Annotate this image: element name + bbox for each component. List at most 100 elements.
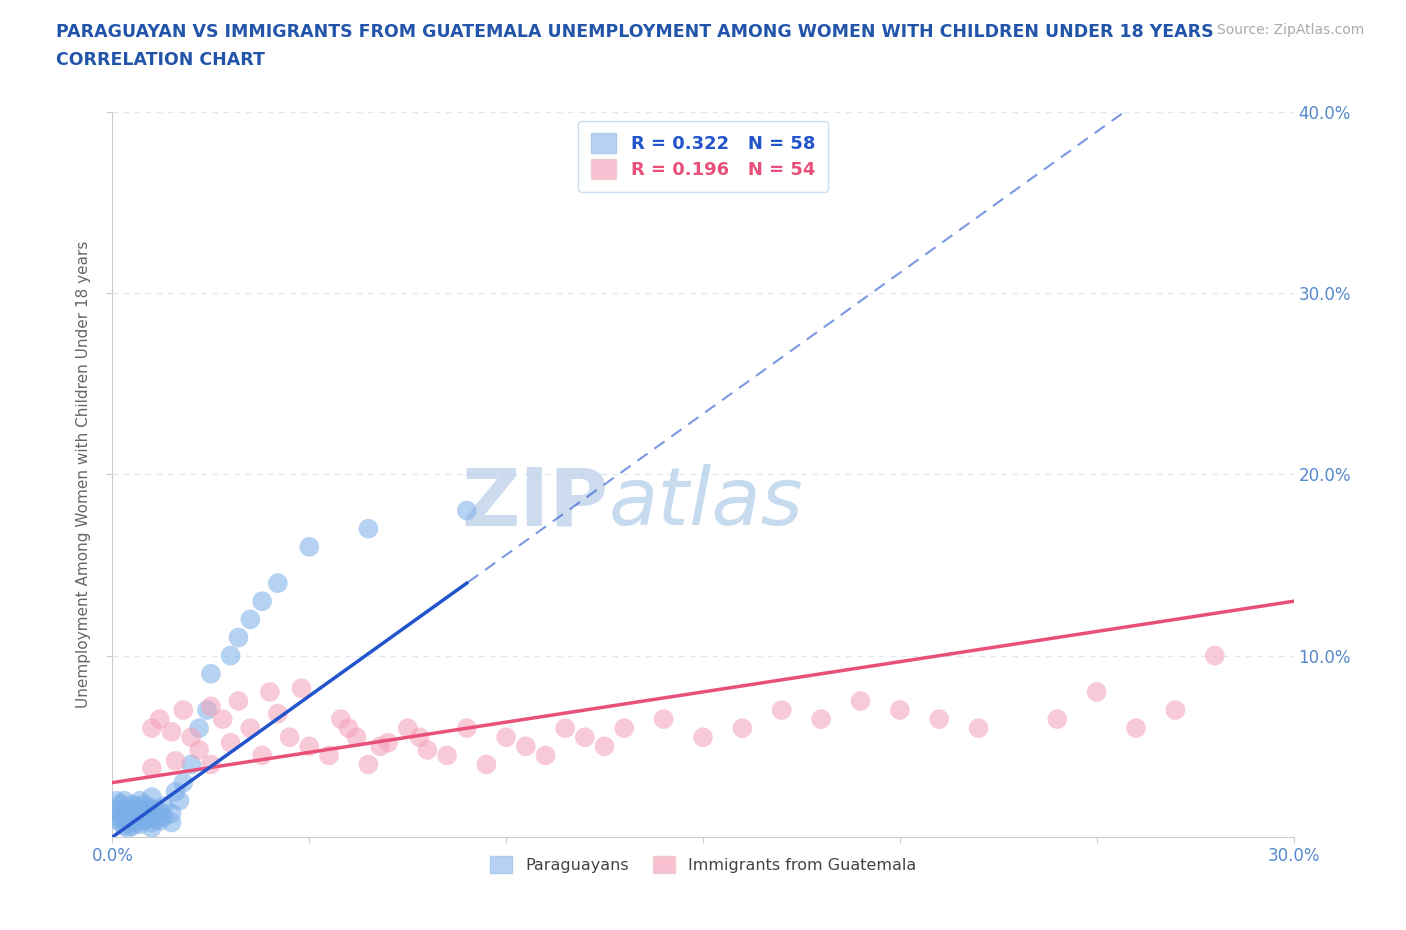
Point [967,721,990,736]
Point [228,694,250,709]
Point [141,790,163,804]
Point [165,753,187,768]
Point [110,797,132,812]
Point [149,804,172,819]
Point [329,711,352,726]
Point [436,748,458,763]
Point [141,721,163,736]
Legend: Paraguayans, Immigrants from Guatemala: Paraguayans, Immigrants from Guatemala [484,850,922,880]
Point [456,721,478,736]
Point [200,757,222,772]
Point [129,803,152,817]
Text: PARAGUAYAN VS IMMIGRANTS FROM GUATEMALA UNEMPLOYMENT AMONG WOMEN WITH CHILDREN U: PARAGUAYAN VS IMMIGRANTS FROM GUATEMALA … [56,23,1213,41]
Point [141,815,163,830]
Point [132,797,155,812]
Point [250,594,273,609]
Point [337,721,360,736]
Point [613,721,636,736]
Point [346,730,368,745]
Point [278,730,301,745]
Point [121,818,143,833]
Point [117,801,139,816]
Point [416,742,439,757]
Point [1046,711,1069,726]
Text: Source: ZipAtlas.com: Source: ZipAtlas.com [1216,23,1364,37]
Point [188,742,211,757]
Point [136,801,159,816]
Point [357,521,380,536]
Point [105,793,128,808]
Point [188,721,211,736]
Point [211,711,233,726]
Point [1164,703,1187,718]
Point [267,576,290,591]
Point [239,612,262,627]
Point [593,738,616,753]
Point [110,808,132,823]
Point [160,815,183,830]
Point [408,730,430,745]
Point [141,820,163,835]
Point [145,803,167,817]
Point [172,703,194,718]
Point [731,721,754,736]
Point [889,703,911,718]
Point [1125,721,1147,736]
Point [239,721,262,736]
Point [132,813,155,828]
Point [129,817,152,831]
Point [200,667,222,682]
Point [149,711,172,726]
Point [105,811,128,827]
Text: ZIP: ZIP [461,464,609,542]
Point [141,801,163,816]
Point [141,808,163,823]
Point [121,811,143,827]
Text: atlas: atlas [609,464,803,542]
Point [228,631,250,645]
Point [357,757,380,772]
Point [129,793,152,808]
Point [117,820,139,835]
Point [117,815,139,830]
Point [149,813,172,828]
Point [136,811,159,827]
Point [129,810,152,825]
Point [267,706,290,721]
Point [169,793,191,808]
Point [318,748,340,763]
Point [125,815,148,830]
Point [121,804,143,819]
Text: CORRELATION CHART: CORRELATION CHART [56,51,266,69]
Point [110,815,132,830]
Point [195,703,218,718]
Point [1204,648,1226,663]
Point [298,738,321,753]
Point [152,799,174,814]
Point [125,808,148,823]
Point [495,730,517,745]
Point [377,736,399,751]
Point [145,811,167,827]
Point [534,748,557,763]
Point [112,803,135,817]
Point [152,810,174,825]
Point [259,684,281,699]
Point [396,721,419,736]
Point [180,730,202,745]
Point [770,703,793,718]
Point [692,730,714,745]
Point [475,757,498,772]
Point [515,738,537,753]
Point [112,818,135,833]
Point [1085,684,1108,699]
Point [368,738,391,753]
Point [219,648,242,663]
Point [810,711,832,726]
Point [652,711,675,726]
Point [117,808,139,823]
Point [180,757,202,772]
Point [132,806,155,821]
Point [290,681,312,696]
Point [121,797,143,812]
